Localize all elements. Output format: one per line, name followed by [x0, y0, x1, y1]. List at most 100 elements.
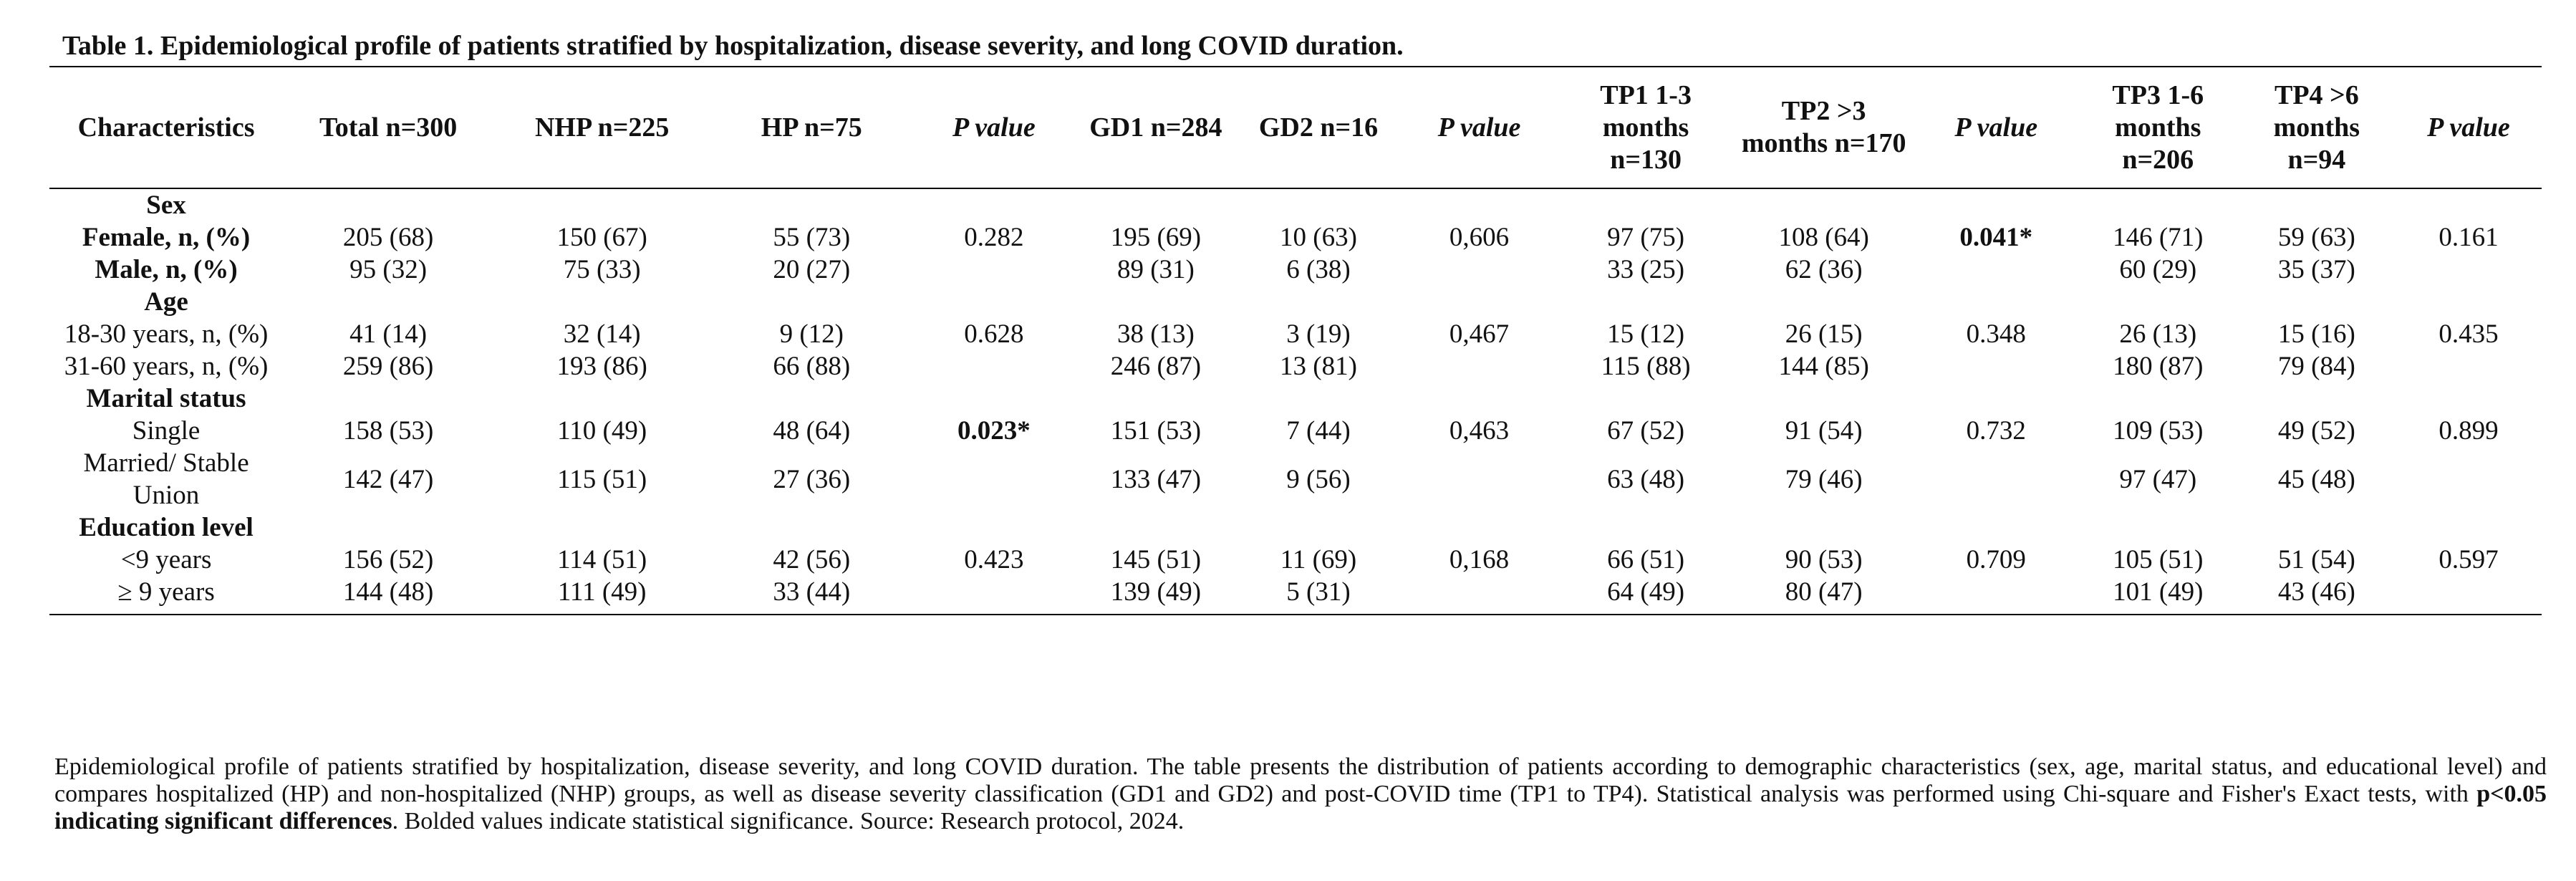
empty-cell — [2238, 511, 2396, 544]
cell: 151 (53) — [1110, 416, 1202, 446]
cell: 32 (14) — [563, 319, 641, 349]
cell: 0.023* — [957, 416, 1031, 446]
cell: 0.628 — [964, 319, 1024, 349]
cell: 15 (12) — [1607, 319, 1685, 349]
row-label: <9 years — [120, 545, 212, 574]
caption-text: . Bolded values indicate statistical sig… — [392, 808, 1185, 834]
empty-cell — [1401, 382, 1558, 415]
cell: 0,463 — [1449, 416, 1510, 446]
cell: 66 (88) — [773, 352, 851, 381]
cell: 59 (63) — [2277, 223, 2355, 252]
empty-cell — [1734, 286, 1914, 318]
empty-cell — [493, 382, 710, 415]
header-cell: P value — [2395, 66, 2542, 189]
empty-cell — [2396, 447, 2542, 511]
table-header: Characteristics Total n=300 NHP n=225 HP n=… — [49, 66, 2542, 189]
cell: 43 (46) — [2237, 576, 2396, 615]
section-label: Age — [144, 287, 188, 317]
cell: 63 (48) — [1607, 464, 1685, 494]
cell: 20 (27) — [773, 255, 851, 284]
cell: 51 (54) — [2277, 545, 2355, 574]
caption-text: Epidemiological profile of patients stra… — [54, 754, 2547, 807]
empty-cell — [1558, 286, 1734, 318]
empty-cell — [1734, 188, 1914, 221]
table-row: <9 years 156 (52) 114 (51) 42 (56) 0.423 145 … — [49, 544, 2542, 576]
empty-cell — [1400, 576, 1558, 615]
cell: 33 (25) — [1607, 255, 1685, 284]
cell: 0.041* — [1959, 223, 2033, 252]
empty-cell — [1075, 188, 1236, 221]
empty-cell — [1401, 254, 1558, 286]
cell: 0,606 — [1449, 223, 1510, 252]
cell: 15 (16) — [2277, 319, 2355, 349]
empty-cell — [2078, 188, 2238, 221]
cell: 11 (69) — [1280, 545, 1357, 574]
header-cell: GD2 n=16 — [1236, 66, 1401, 189]
empty-cell — [1734, 511, 1914, 544]
cell: 144 (85) — [1778, 352, 1869, 381]
row-label: Married/ Stable Union — [83, 448, 249, 510]
cell: 27 (36) — [773, 464, 851, 494]
empty-cell — [1401, 447, 1558, 511]
empty-cell — [1914, 382, 2078, 415]
empty-cell — [493, 511, 710, 544]
cell: 26 (15) — [1785, 319, 1863, 349]
cell: 64 (49) — [1558, 576, 1734, 615]
row-label: Single — [132, 416, 201, 446]
cell: 193 (86) — [556, 352, 647, 381]
table-row: Sex — [49, 188, 2542, 221]
cell: 7 (44) — [1286, 416, 1351, 446]
cell: 0.348 — [1966, 319, 2026, 349]
empty-cell — [1236, 511, 1400, 544]
cell: 146 (71) — [2113, 223, 2204, 252]
cell: 108 (64) — [1778, 223, 1869, 252]
cell: 115 (51) — [557, 464, 647, 494]
empty-cell — [1558, 382, 1734, 415]
table-row: Female, n, (%) 205 (68) 150 (67) 55 (73) 0.2… — [49, 221, 2542, 254]
cell: 158 (53) — [342, 416, 434, 446]
empty-cell — [2078, 286, 2238, 318]
cell: 62 (36) — [1785, 255, 1863, 284]
empty-cell — [1914, 576, 2078, 615]
empty-cell — [1075, 382, 1236, 415]
cell: 9 (12) — [779, 319, 844, 349]
empty-cell — [1075, 511, 1236, 544]
empty-cell — [2395, 576, 2542, 615]
table-row: Single 158 (53) 110 (49) 48 (64) 0.023* 151 (… — [49, 415, 2542, 447]
row-label: Male, n, (%) — [95, 255, 238, 284]
section-label: Marital status — [86, 384, 246, 413]
header-cell: NHP n=225 — [493, 66, 711, 189]
empty-cell — [1914, 286, 2078, 318]
table-row: Education level — [49, 511, 2542, 544]
header-cell: TP3 1-6 months n=206 — [2078, 66, 2238, 189]
empty-cell — [2396, 188, 2542, 221]
empty-cell — [1075, 286, 1236, 318]
cell: 3 (19) — [1286, 319, 1351, 349]
cell: 97 (75) — [1607, 223, 1685, 252]
table-row: Male, n, (%) 95 (32) 75 (33) 20 (27) 89 (31)… — [49, 254, 2542, 286]
empty-cell — [2396, 286, 2542, 318]
cell: 195 (69) — [1110, 223, 1202, 252]
empty-cell — [1914, 188, 2078, 221]
empty-cell — [2078, 511, 2238, 544]
cell: 9 (56) — [1286, 464, 1351, 494]
cell: 97 (47) — [2119, 464, 2197, 494]
table-row: 18-30 years, n, (%) 41 (14) 32 (14) 9 (12) 0… — [49, 318, 2542, 350]
row-label: Female, n, (%) — [82, 223, 251, 252]
table-row: 31-60 years, n, (%) 259 (86) 193 (86) 66 (8… — [49, 350, 2542, 382]
empty-cell — [2238, 286, 2396, 318]
cell: 205 (68) — [342, 223, 434, 252]
section-label: Sex — [146, 191, 186, 220]
empty-cell — [283, 382, 493, 415]
empty-cell — [1558, 511, 1734, 544]
empty-cell — [710, 511, 912, 544]
empty-cell — [710, 188, 912, 221]
cell: 60 (29) — [2119, 255, 2197, 284]
cell: 75 (33) — [563, 255, 641, 284]
section-label: Education level — [79, 513, 254, 542]
empty-cell — [710, 286, 912, 318]
empty-cell — [2396, 350, 2542, 382]
empty-cell — [2396, 254, 2542, 286]
cell: 101 (49) — [2078, 576, 2238, 615]
cell: 45 (48) — [2277, 464, 2355, 494]
